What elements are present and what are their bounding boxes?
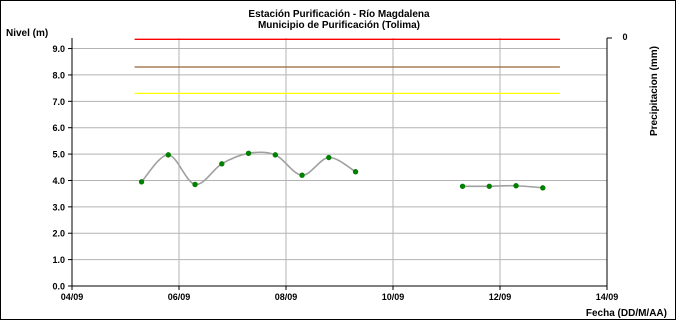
x-tick-label: 10/09 <box>382 292 405 302</box>
data-point <box>245 150 252 156</box>
y-tick-label: 7.0 <box>52 97 65 107</box>
y-tick-label: 1.0 <box>52 255 65 265</box>
x-tick-label: 08/09 <box>275 292 298 302</box>
data-point <box>219 161 225 167</box>
data-point <box>192 181 198 188</box>
x-tick-label: 06/09 <box>168 292 191 302</box>
data-point <box>486 183 492 189</box>
threshold-lines <box>134 38 560 95</box>
data-point <box>513 183 519 189</box>
data-point <box>326 154 332 161</box>
data-point <box>138 179 145 185</box>
data-point <box>272 152 278 158</box>
data-point <box>299 172 305 178</box>
series-layer <box>138 150 546 191</box>
level-chart: Estación Purificación - Río Magdalena Mu… <box>6 9 667 319</box>
x-tick-label: 14/09 <box>596 292 619 302</box>
series-line <box>140 151 356 186</box>
y-tick-label: 2.0 <box>52 229 65 239</box>
y-tick-label: 5.0 <box>52 150 65 160</box>
y-tick-label: 6.0 <box>52 123 65 133</box>
x-tick-label: 12/09 <box>489 292 512 302</box>
y-axis-label: Nivel (m) <box>6 28 48 39</box>
data-point <box>459 183 466 189</box>
y2-tick-label: 0 <box>622 32 627 42</box>
tick-labels: 0.0 1.0 2.0 3.0 4.0 5.0 6.0 7.0 8.0 9.0 04/09 06/09… <box>52 32 627 302</box>
data-point <box>352 169 359 175</box>
data-point <box>540 185 546 191</box>
x-axis-label: Fecha (DD/M/AA) <box>586 308 667 319</box>
gridlines <box>72 38 607 286</box>
axes <box>68 37 612 290</box>
series-line <box>462 184 543 189</box>
y-tick-label: 4.0 <box>52 176 65 186</box>
x-tick-label: 04/09 <box>61 292 84 302</box>
y2-axis-label: Precipitacion (mm) <box>649 46 660 136</box>
y-tick-label: 3.0 <box>52 202 65 212</box>
data-point <box>165 152 171 158</box>
chart-title: Estación Purificación - Río Magdalena <box>248 9 430 20</box>
chart-subtitle: Municipio de Purificación (Tolima) <box>258 20 420 31</box>
y-tick-label: 0.0 <box>52 282 65 292</box>
y-tick-label: 9.0 <box>52 44 65 54</box>
y-tick-label: 8.0 <box>52 70 65 80</box>
